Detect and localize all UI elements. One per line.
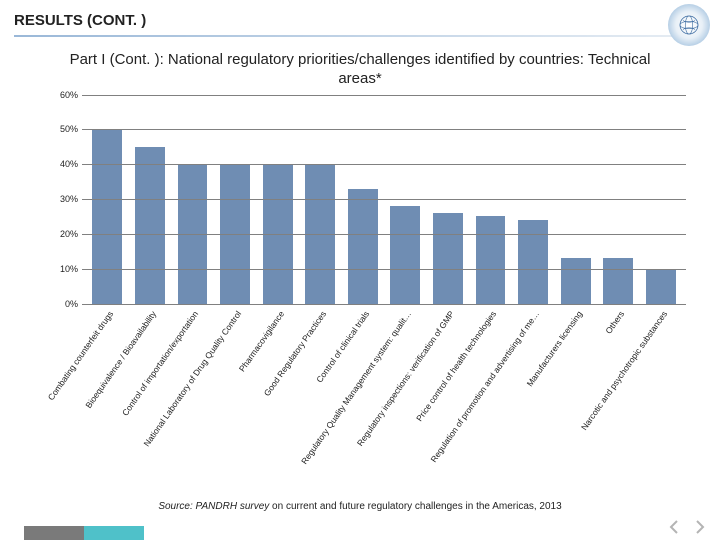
gridline bbox=[82, 199, 686, 200]
bar bbox=[603, 258, 633, 303]
x-tick-label: Others bbox=[604, 309, 627, 336]
bar bbox=[646, 269, 676, 304]
source-rest: on current and future regulatory challen… bbox=[269, 501, 561, 512]
bar-chart: 0%10%20%30%40%50%60% bbox=[48, 95, 690, 305]
gridline bbox=[82, 164, 686, 165]
source-line: Source: PANDRH survey on current and fut… bbox=[0, 501, 720, 512]
bar bbox=[433, 213, 463, 304]
bar bbox=[348, 189, 378, 304]
bar bbox=[561, 258, 591, 303]
x-axis-labels: Combating counterfeit drugsBioequivalenc… bbox=[48, 307, 690, 457]
gridline bbox=[82, 269, 686, 270]
section-title: RESULTS (CONT. ) bbox=[14, 12, 706, 29]
globe-icon bbox=[674, 10, 704, 40]
footer-bar-1 bbox=[24, 526, 84, 540]
next-arrow-icon[interactable] bbox=[694, 520, 706, 534]
bar bbox=[135, 147, 165, 304]
y-tick-label: 20% bbox=[48, 229, 78, 239]
bar bbox=[518, 220, 548, 304]
footer-bar-2 bbox=[84, 526, 144, 540]
bar bbox=[476, 216, 506, 303]
y-tick-label: 50% bbox=[48, 124, 78, 134]
x-label-slot: Narcotic and psychotropic substances bbox=[640, 307, 683, 457]
gridline bbox=[82, 234, 686, 235]
y-tick-label: 30% bbox=[48, 194, 78, 204]
source-prefix: Source: PANDRH survey bbox=[158, 501, 269, 512]
y-tick-label: 60% bbox=[48, 90, 78, 100]
plot-area: 0%10%20%30%40%50%60% bbox=[82, 95, 686, 305]
chart-title: Part I (Cont. ): National regulatory pri… bbox=[0, 41, 720, 91]
nav-arrows bbox=[668, 520, 706, 534]
footer bbox=[0, 518, 720, 540]
y-tick-label: 10% bbox=[48, 264, 78, 274]
bar bbox=[390, 206, 420, 304]
bar bbox=[92, 129, 122, 303]
logo-badge bbox=[668, 4, 710, 46]
header: RESULTS (CONT. ) bbox=[0, 0, 720, 41]
prev-arrow-icon[interactable] bbox=[668, 520, 680, 534]
gridline bbox=[82, 95, 686, 96]
x-label-slot: Manufacturers licensing bbox=[554, 307, 597, 457]
y-tick-label: 40% bbox=[48, 159, 78, 169]
header-underline bbox=[14, 35, 706, 37]
gridline bbox=[82, 129, 686, 130]
x-label-slot: National Laboratory of Drug Quality Cont… bbox=[214, 307, 257, 457]
